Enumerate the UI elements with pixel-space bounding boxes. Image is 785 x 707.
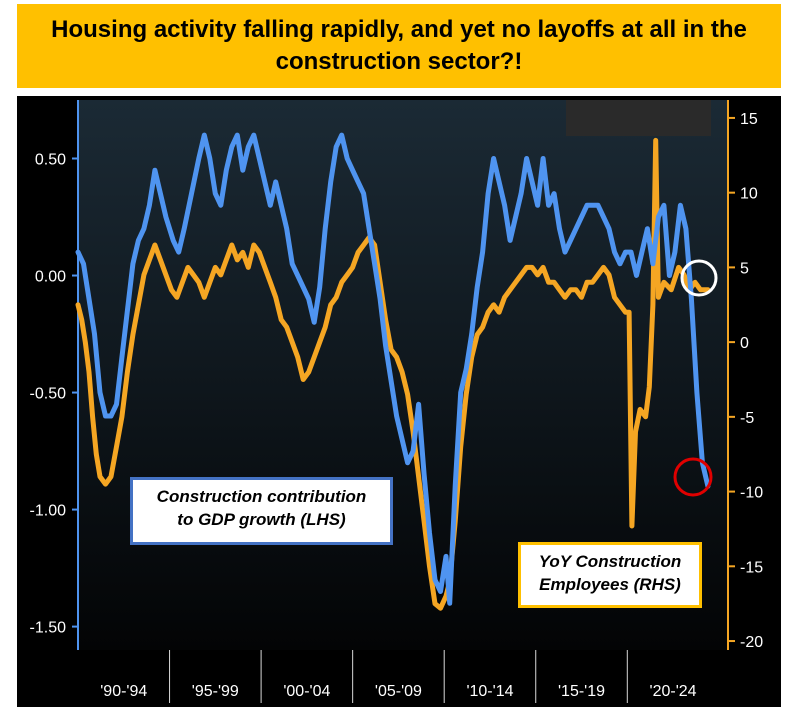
legend-employment: YoY Construction Employees (RHS) [518,542,702,608]
chart-title: Housing activity falling rapidly, and ye… [51,15,747,75]
right-tick-label: -20 [740,634,763,651]
chart-area: '90-'94 '95-'99 '00-'04 '05-'09 '10-'14 '15-'… [17,96,781,707]
right-tick-label: 10 [740,186,758,203]
left-y-axis: 0.50 0.00 -0.50 -1.00 -1.50 [30,152,78,637]
right-tick-label: -10 [740,485,763,502]
legend-gdp-line1: Construction contribution [156,487,367,506]
x-tick-label: '15-'19 [558,683,605,700]
series-line-gdp-contribution [75,132,711,606]
right-tick-label: 15 [740,111,758,128]
legend-gdp: Construction contribution to GDP growth … [130,477,393,545]
x-tick-label: '90-'94 [100,683,147,700]
legend-gdp-line2: to GDP growth (LHS) [177,510,346,530]
plot-overlay-box [566,100,711,136]
highlight-circle-white [680,259,718,297]
series-group [75,132,711,611]
x-tick-label: '20-'24 [650,683,697,700]
right-tick-label: -15 [740,559,763,576]
right-tick-label: 0 [740,335,749,352]
x-tick-label: '00-'04 [283,683,330,700]
x-axis: '90-'94 '95-'99 '00-'04 '05-'09 '10-'14 '15-'… [100,650,697,703]
series-line-construction-employees [75,137,711,611]
x-tick-label: '05-'09 [375,683,422,700]
left-tick-label: -0.50 [30,386,67,403]
legend-employment-line2: Employees (RHS) [539,575,681,595]
right-tick-label: 5 [740,260,749,277]
legend-employment-line1: YoY Construction [538,552,682,571]
left-tick-label: -1.00 [30,503,67,520]
left-tick-label: 0.50 [35,152,66,169]
right-y-axis: 15 10 5 0 -5 -10 -15 -20 [728,111,763,651]
left-tick-label: 0.00 [35,269,66,286]
right-tick-label: -5 [740,410,754,427]
title-banner: Housing activity falling rapidly, and ye… [17,4,781,88]
x-tick-label: '95-'99 [192,683,239,700]
chart-svg: '90-'94 '95-'99 '00-'04 '05-'09 '10-'14 '15-'… [30,100,763,703]
left-tick-label: -1.50 [30,620,67,637]
x-tick-label: '10-'14 [466,683,513,700]
highlight-circle-red [673,457,713,497]
